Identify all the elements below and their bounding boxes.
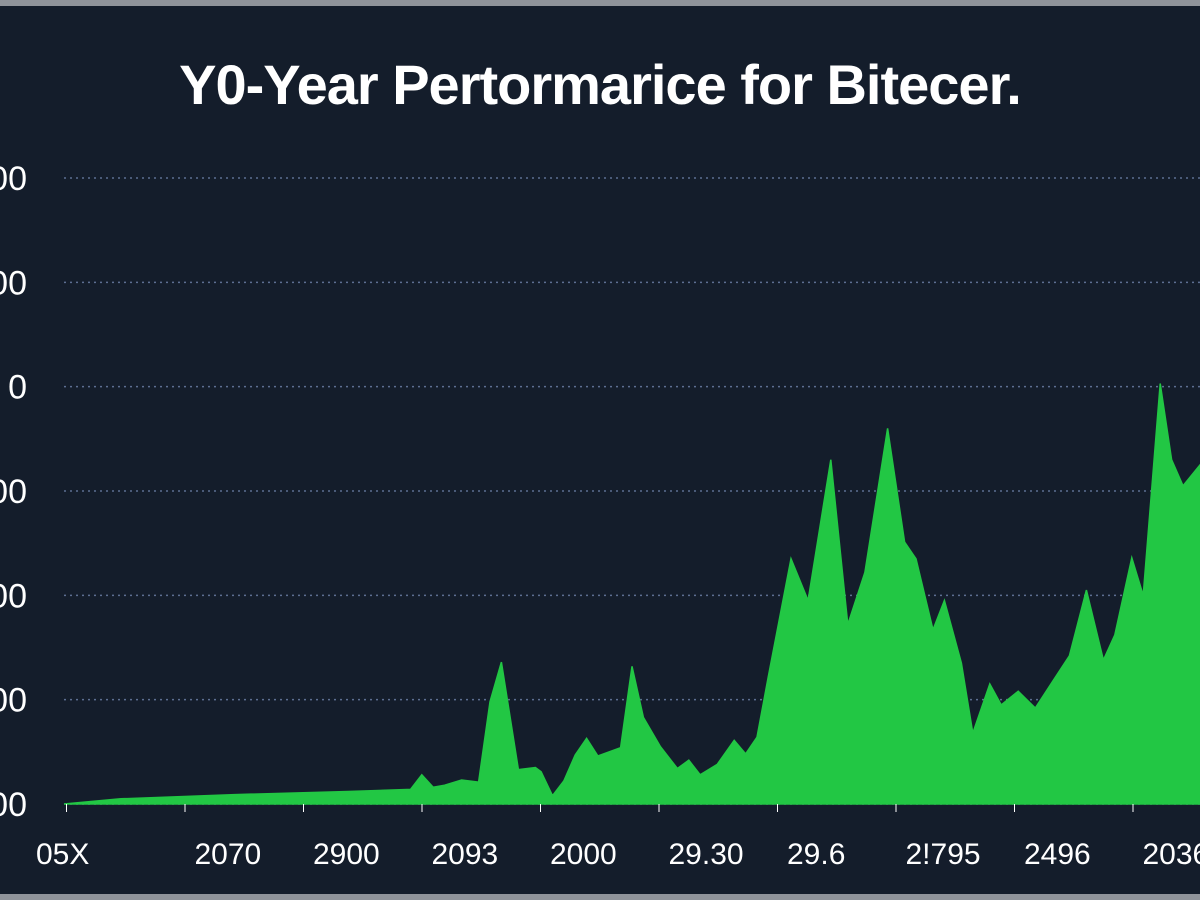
x-axis-ticks: 05X 2070 2900 2093 2000 29.30 29.6 2!795 2496 203… bbox=[36, 804, 1200, 871]
chart-title: Y0-Year Pertormarice for Bitecer. bbox=[179, 53, 1022, 116]
y-tick-label: 00 bbox=[0, 786, 27, 824]
chart-frame: 0000000000000 05X207029002093200029.3029… bbox=[0, 6, 1200, 894]
y-tick-label: 00 bbox=[0, 160, 27, 198]
x-tick-label: 2093 bbox=[432, 838, 499, 871]
area-chart: 0000000000000 05X207029002093200029.3029… bbox=[0, 6, 1200, 894]
y-tick-label: 00 bbox=[0, 682, 27, 720]
y-tick-label: 0 bbox=[8, 369, 27, 407]
x-tick-label: 2496 bbox=[1024, 838, 1091, 871]
x-tick-label: 2!795 bbox=[906, 838, 981, 871]
series-layer bbox=[63, 383, 1200, 805]
y-tick-label: 00 bbox=[0, 473, 27, 511]
x-tick-label: 05X bbox=[36, 838, 89, 871]
x-tick-label: 2070 bbox=[195, 838, 262, 871]
area-series bbox=[63, 383, 1200, 805]
x-tick-label: 2900 bbox=[313, 838, 380, 871]
x-tick-label: 2036 bbox=[1143, 838, 1200, 871]
x-tick-label: 29.6 bbox=[787, 838, 845, 871]
y-tick-label: 00 bbox=[0, 577, 27, 615]
x-tick-label: 29.30 bbox=[669, 838, 744, 871]
x-tick-label: 2000 bbox=[550, 838, 617, 871]
y-tick-label: 00 bbox=[0, 264, 27, 302]
y-axis-ticks: 0000000000000 bbox=[0, 160, 27, 824]
